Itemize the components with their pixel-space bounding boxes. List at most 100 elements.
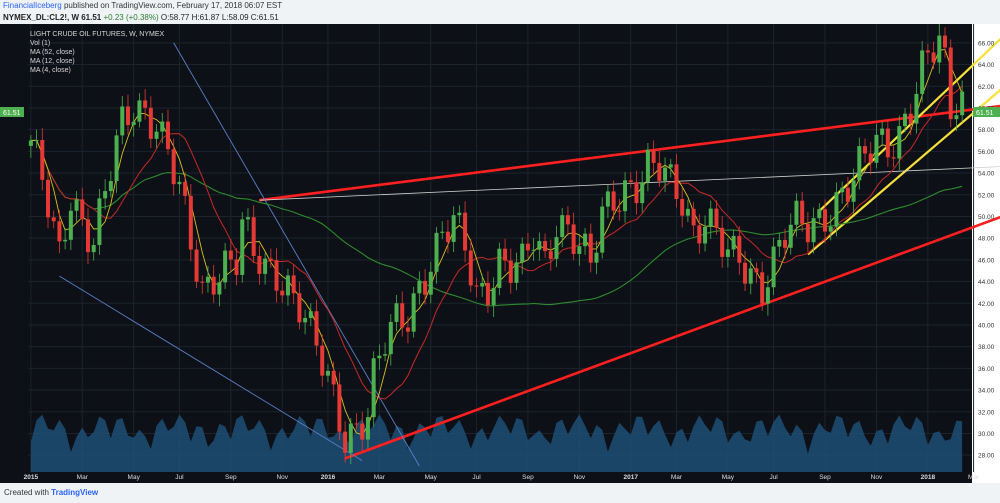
candle-body [417,280,422,294]
candle-body [394,303,399,322]
candle-body [337,384,342,432]
candle-body [143,100,148,108]
candle-body [485,283,490,306]
candle-body [114,135,119,182]
candle-body [931,52,936,63]
candle-body [948,47,953,120]
candle-body [651,149,656,163]
candle-body [583,233,588,247]
candle-body [228,250,233,260]
candle-body [777,239,782,247]
candle-body [943,35,948,48]
y-tick-label: 38.00 [978,344,995,351]
trendline-red-0 [259,104,1000,202]
candle-body [851,180,856,202]
candle-body [503,248,508,261]
candle-body [520,243,525,263]
candle-body [108,181,113,192]
candles [28,24,965,465]
candle-body [880,128,885,135]
candle-body [811,218,816,243]
x-tick-label: Sep [522,474,534,481]
candle-body [674,164,679,200]
legend-title: LIGHT CRUDE OIL FUTURES, W, NYMEX [30,31,165,38]
candle-body [800,200,805,224]
price-chart[interactable]: 28.00 30.00 32.00 34.00 36.00 38.00 40.00 42.00… [0,24,1000,483]
candle-body [925,50,930,53]
candle-body [731,235,736,250]
candle-body [360,423,365,440]
candle-body [297,293,302,323]
candle-body [760,272,765,304]
x-tick-label: Mar [77,474,89,481]
candle-body [63,239,68,242]
candle-body [554,237,559,259]
candle-body [234,259,239,275]
candle-body [383,354,388,356]
candle-body [125,106,130,126]
candle-body [131,121,136,126]
trendline-red-1 [344,215,1000,460]
candle-body [868,153,873,163]
candle-body [120,106,125,136]
candle-body [34,140,39,142]
candle-body [245,217,250,220]
candle-body [291,275,296,294]
candle-body [794,200,799,225]
y-tick-label: 28.00 [978,453,995,460]
candle-body [885,128,890,158]
svg-text:61.51: 61.51 [976,110,994,117]
author-link[interactable]: FinancialIceberg [3,1,62,10]
candle-body [805,223,810,243]
x-tick-label: May [425,474,438,481]
y-tick-label: 54.00 [978,171,995,178]
publish-bar: FinancialIceberg published on TradingVie… [0,0,1000,12]
candle-body [765,287,770,304]
candle-body [200,281,205,283]
y-tick-label: 66.00 [978,40,995,47]
legend-item-vol: Vol (1) [30,40,50,47]
candle-body [74,199,79,211]
candle-body [920,50,925,94]
x-tick-label: Nov [574,474,586,481]
candle-body [771,246,776,288]
candle-body [531,249,536,251]
x-tick-label: Jul [472,474,481,481]
candle-body [280,290,285,296]
candle-body [834,192,839,227]
candle-body [57,221,62,242]
candle-body [783,239,788,248]
candle-body [40,140,45,180]
candle-body [451,215,456,242]
trendline-yellow-3 [807,88,1000,256]
ma-12-line [30,85,963,400]
x-tick-label: 2017 [624,474,639,481]
candle-body [457,212,462,216]
x-tick-label: Jul [175,474,184,481]
candle-body [480,283,485,287]
candle-body [400,303,405,328]
candle-body [571,224,576,254]
candle-body [263,258,268,274]
candle-body [508,260,513,283]
candle-body [97,198,102,246]
x-tick-label: Mar [374,474,386,481]
y-tick-label: 44.00 [978,279,995,286]
candle-body [331,370,336,385]
last-price: 61.51 [81,13,102,22]
candle-body [937,35,942,63]
time-axis: 2015 Mar May Jul Sep Nov 2016 Mar May Jul Sep Nov 20… [24,474,980,481]
candle-body [217,282,222,295]
candle-body [28,140,33,146]
tradingview-logo[interactable]: TradingView [51,488,99,497]
candle-body [703,226,708,244]
symbol-label[interactable]: NYMEX_DL:CL2!, W [3,13,79,22]
candle-body [285,275,290,296]
chart-background [0,24,972,483]
candle-body [188,195,193,250]
candle-body [588,233,593,263]
candle-body [354,423,359,425]
candle-body [160,121,165,132]
legend-item-ma12: MA (12, close) [30,58,75,65]
